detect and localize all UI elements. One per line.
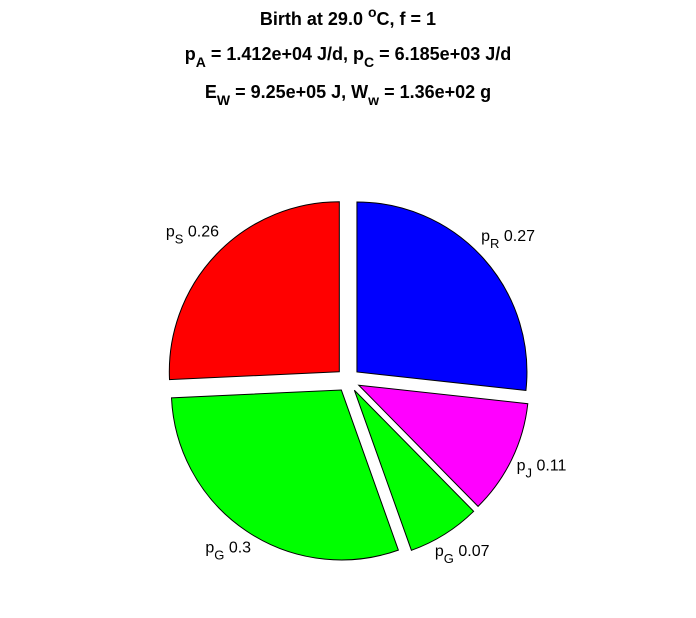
pie-slice	[168, 201, 340, 381]
label-value: 0.07	[458, 543, 489, 560]
label-value: 0.26	[188, 223, 219, 240]
label-value: 0.3	[229, 540, 251, 557]
title-sub: C	[364, 54, 374, 70]
slice-label: pR 0.27	[481, 228, 535, 251]
title-text: = 1.412e+04 J/d, p	[206, 44, 364, 64]
title-text: = 1.36e+02 g	[379, 82, 491, 102]
label-name: p	[481, 228, 490, 245]
slice-label: pJ 0.11	[517, 458, 567, 481]
title-sub: A	[196, 54, 206, 70]
pie-slice	[357, 384, 529, 508]
pie-slice	[353, 389, 475, 551]
slice-label: pG 0.07	[435, 543, 490, 566]
title-sup: o	[368, 4, 377, 20]
title-line: pA = 1.412e+04 J/d, pC = 6.185e+03 J/d	[185, 44, 511, 70]
slice-label: pG 0.3	[205, 540, 251, 563]
slice-label: pS 0.26	[166, 223, 219, 246]
label-sub: R	[490, 236, 499, 251]
label-sub: J	[526, 466, 533, 481]
label-name: p	[166, 223, 175, 240]
title-text: C, f = 1	[377, 9, 437, 29]
label-value: 0.27	[504, 228, 535, 245]
pie-slice	[356, 201, 528, 392]
title-text: = 9.25e+05 J, W	[230, 82, 368, 102]
label-name: p	[205, 540, 214, 557]
title-sub: W	[217, 92, 231, 108]
title-text: Birth at 29.0	[260, 9, 368, 29]
label-sub: S	[175, 231, 184, 246]
title-line: Birth at 29.0 oC, f = 1	[260, 4, 436, 29]
label-sub: G	[214, 548, 224, 563]
label-value: 0.11	[536, 458, 566, 475]
label-sub: G	[444, 551, 454, 566]
title-text: = 6.185e+03 J/d	[374, 44, 511, 64]
title-line: EW = 9.25e+05 J, Ww = 1.36e+02 g	[205, 82, 491, 108]
title-text: p	[185, 44, 196, 64]
title-text: E	[205, 82, 217, 102]
label-name: p	[517, 458, 526, 475]
title-sub: w	[367, 92, 379, 108]
pie-slice	[170, 389, 399, 561]
label-name: p	[435, 543, 444, 560]
